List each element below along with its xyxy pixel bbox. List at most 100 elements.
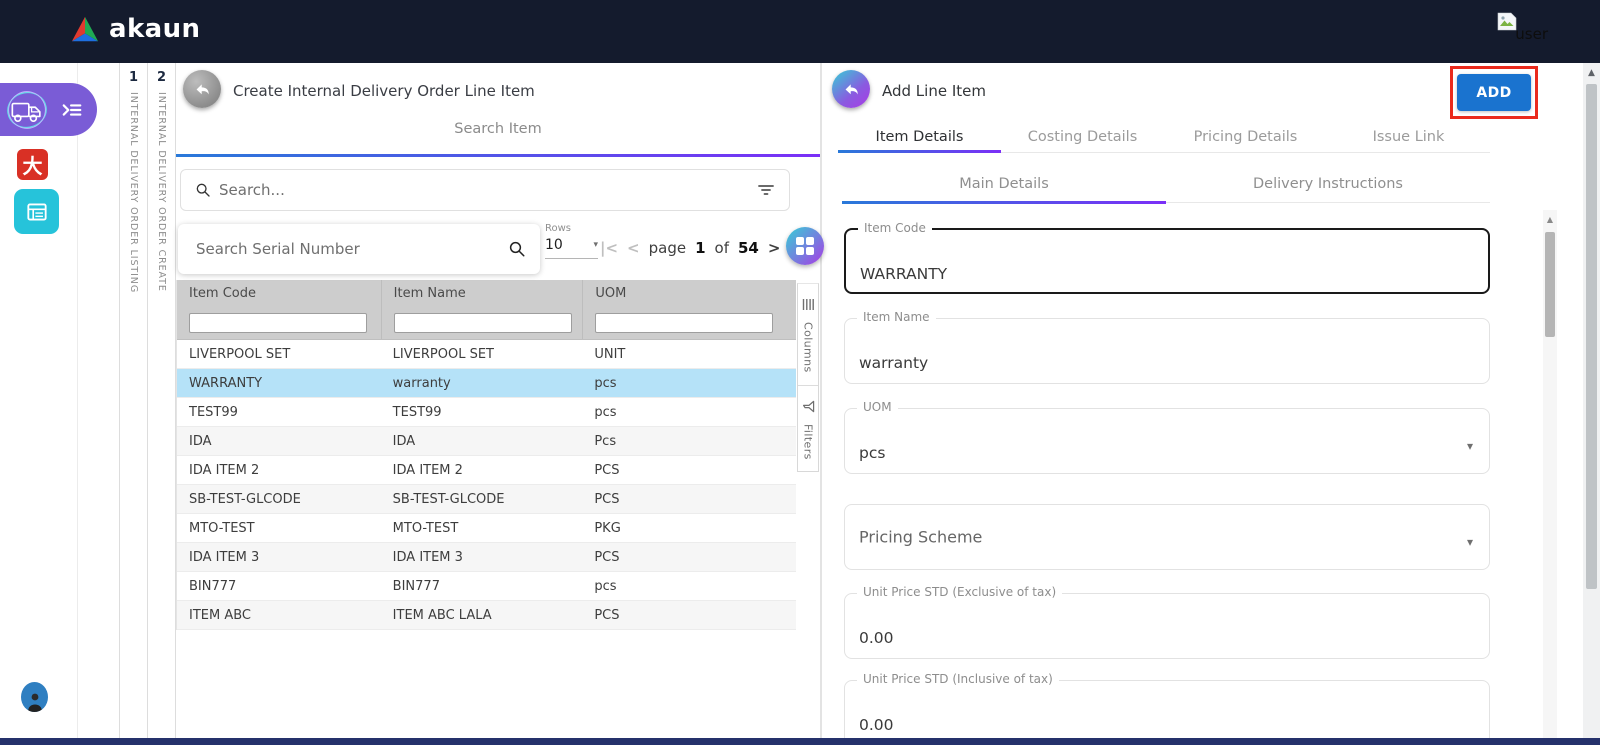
scroll-up-icon[interactable]: ▲: [1588, 63, 1595, 78]
table-cell: MTO-TEST: [177, 521, 381, 536]
rows-value: 10: [545, 237, 563, 253]
scroll-up-icon[interactable]: ▲: [1547, 210, 1553, 224]
table-cell: LIVERPOOL SET: [381, 347, 583, 362]
field-item-code[interactable]: Item CodeWARRANTY: [844, 228, 1490, 294]
next-page-button[interactable]: >: [768, 239, 781, 257]
field-unit-price-std-inclusive-of-tax[interactable]: Unit Price STD (Inclusive of tax)0.00: [844, 680, 1490, 745]
filter-list-icon[interactable]: [757, 183, 775, 197]
field-unit-price-std-exclusive-of-tax[interactable]: Unit Price STD (Exclusive of tax)0.00: [844, 593, 1490, 659]
grid-icon: [796, 237, 814, 255]
search-icon[interactable]: [508, 240, 526, 258]
bigledger-icon: 大: [23, 150, 43, 179]
table-row[interactable]: LIVERPOOL SETLIVERPOOL SETUNIT: [177, 340, 796, 369]
annotation-highlight-box: ADD: [1450, 66, 1538, 119]
items-table: Item CodeItem NameUOM LIVERPOOL SETLIVER…: [176, 280, 796, 630]
workspace-tab-internal-delivery-order-listing[interactable]: 1INTERNAL DELIVERY ORDER LISTING: [119, 63, 148, 738]
sidebar-item-bigledger[interactable]: 大: [17, 149, 48, 180]
subtab-main-details[interactable]: Main Details: [842, 163, 1166, 202]
tab-costing-details[interactable]: Costing Details: [1001, 120, 1164, 152]
field-value: WARRANTY: [860, 265, 947, 283]
table-row[interactable]: TEST99TEST99pcs: [177, 398, 796, 427]
panel-scrollbar[interactable]: ▲: [1543, 210, 1557, 745]
table-row[interactable]: SB-TEST-GLCODESB-TEST-GLCODEPCS: [177, 485, 796, 514]
scrollbar-thumb[interactable]: [1586, 84, 1597, 589]
table-row[interactable]: IDAIDAPcs: [177, 427, 796, 456]
tab-issue-link[interactable]: Issue Link: [1327, 120, 1490, 152]
user-avatar[interactable]: [21, 682, 48, 712]
add-button[interactable]: ADD: [1457, 74, 1531, 111]
serial-search-field[interactable]: [178, 224, 540, 274]
tab-item-details[interactable]: Item Details: [838, 120, 1001, 152]
user-avatar-broken-image[interactable]: user: [1496, 12, 1548, 43]
table-cell: IDA ITEM 2: [381, 463, 583, 478]
table-cell: BIN777: [381, 579, 583, 594]
table-row[interactable]: MTO-TESTMTO-TESTPKG: [177, 514, 796, 543]
search-input[interactable]: [219, 181, 757, 199]
detail-tabs: Item DetailsCosting DetailsPricing Detai…: [838, 120, 1490, 153]
active-tab-underline: [176, 154, 820, 157]
table-row[interactable]: BIN777BIN777pcs: [177, 572, 796, 601]
page-scrollbar[interactable]: ▲: [1583, 63, 1600, 745]
top-navigation-bar: akaun user: [0, 0, 1600, 63]
back-button[interactable]: [832, 70, 870, 108]
workspace-tab-label: INTERNAL DELIVERY ORDER CREATE: [156, 92, 167, 292]
sub-tabs: Main DetailsDelivery Instructions: [842, 163, 1490, 203]
workspace-tab-internal-delivery-order-create[interactable]: 2INTERNAL DELIVERY ORDER CREATE: [147, 63, 176, 738]
column-header-item-code[interactable]: Item Code: [177, 280, 381, 307]
columns-icon: [802, 296, 814, 315]
column-filter-input-uom[interactable]: [595, 313, 773, 333]
workspace-tab-number: 1: [129, 70, 138, 85]
tab-search-item[interactable]: Search Item: [176, 121, 820, 137]
table-side-tools: Columns Filters: [797, 283, 819, 472]
side-tool-label: Columns: [802, 322, 815, 373]
caret-down-icon[interactable]: ▾: [1467, 535, 1473, 549]
rows-per-page-select[interactable]: Rows 10 ▾: [545, 223, 598, 259]
table-cell: TEST99: [177, 405, 381, 420]
column-filter-cell: [582, 307, 796, 339]
side-tool-filters[interactable]: Filters: [798, 385, 818, 472]
previous-page-button[interactable]: <: [627, 239, 640, 257]
column-header-uom[interactable]: UOM: [582, 280, 796, 307]
delivery-truck-icon: [4, 87, 50, 133]
table-row-selected[interactable]: WARRANTYwarrantypcs: [177, 369, 796, 398]
table-row[interactable]: ITEM ABCITEM ABC LALAPCS: [177, 601, 796, 630]
sidebar-item-listing-module[interactable]: [14, 189, 59, 234]
side-tool-columns[interactable]: Columns: [798, 284, 818, 385]
scrollbar-thumb[interactable]: [1545, 232, 1555, 337]
table-cell: ITEM ABC LALA: [381, 608, 583, 623]
table-cell: WARRANTY: [177, 376, 381, 391]
back-button[interactable]: [183, 70, 221, 108]
column-filter-input-item-code[interactable]: [189, 313, 367, 333]
table-row[interactable]: IDA ITEM 2IDA ITEM 2PCS: [177, 456, 796, 485]
collapse-menu-icon[interactable]: [60, 98, 84, 122]
search-field[interactable]: [180, 169, 790, 211]
field-item-name[interactable]: Item Namewarranty: [844, 318, 1490, 384]
table-filter-row: [177, 307, 796, 340]
field-uom[interactable]: UOMpcs▾: [844, 408, 1490, 474]
first-page-button[interactable]: |<: [600, 239, 618, 257]
table-cell: PCS: [582, 608, 796, 623]
sidebar-item-internal-delivery-app[interactable]: [0, 83, 97, 136]
column-filter-input-item-name[interactable]: [394, 313, 572, 333]
list-icon: [24, 199, 50, 225]
field-label: Unit Price STD (Inclusive of tax): [857, 672, 1059, 686]
active-tab-underline: [838, 150, 1001, 153]
field-value: 0.00: [859, 716, 894, 734]
akaun-logo[interactable]: akaun: [70, 14, 200, 44]
tab-pricing-details[interactable]: Pricing Details: [1164, 120, 1327, 152]
column-header-item-name[interactable]: Item Name: [381, 280, 583, 307]
table-cell: MTO-TEST: [381, 521, 583, 536]
table-cell: PCS: [582, 492, 796, 507]
app-window: akaun user: [0, 0, 1600, 745]
field-value: pcs: [859, 444, 885, 462]
caret-down-icon[interactable]: ▾: [1467, 439, 1473, 453]
table-row[interactable]: IDA ITEM 3IDA ITEM 3PCS: [177, 543, 796, 572]
table-cell: pcs: [582, 579, 796, 594]
subtab-delivery-instructions[interactable]: Delivery Instructions: [1166, 163, 1490, 202]
field-pricing-scheme[interactable]: Pricing Scheme▾: [844, 504, 1490, 570]
field-label: Item Code: [858, 221, 932, 235]
table-header-row: Item CodeItem NameUOM: [177, 280, 796, 307]
serial-search-input[interactable]: [196, 240, 508, 258]
grid-view-button[interactable]: [786, 227, 824, 265]
column-filter-cell: [177, 307, 381, 339]
